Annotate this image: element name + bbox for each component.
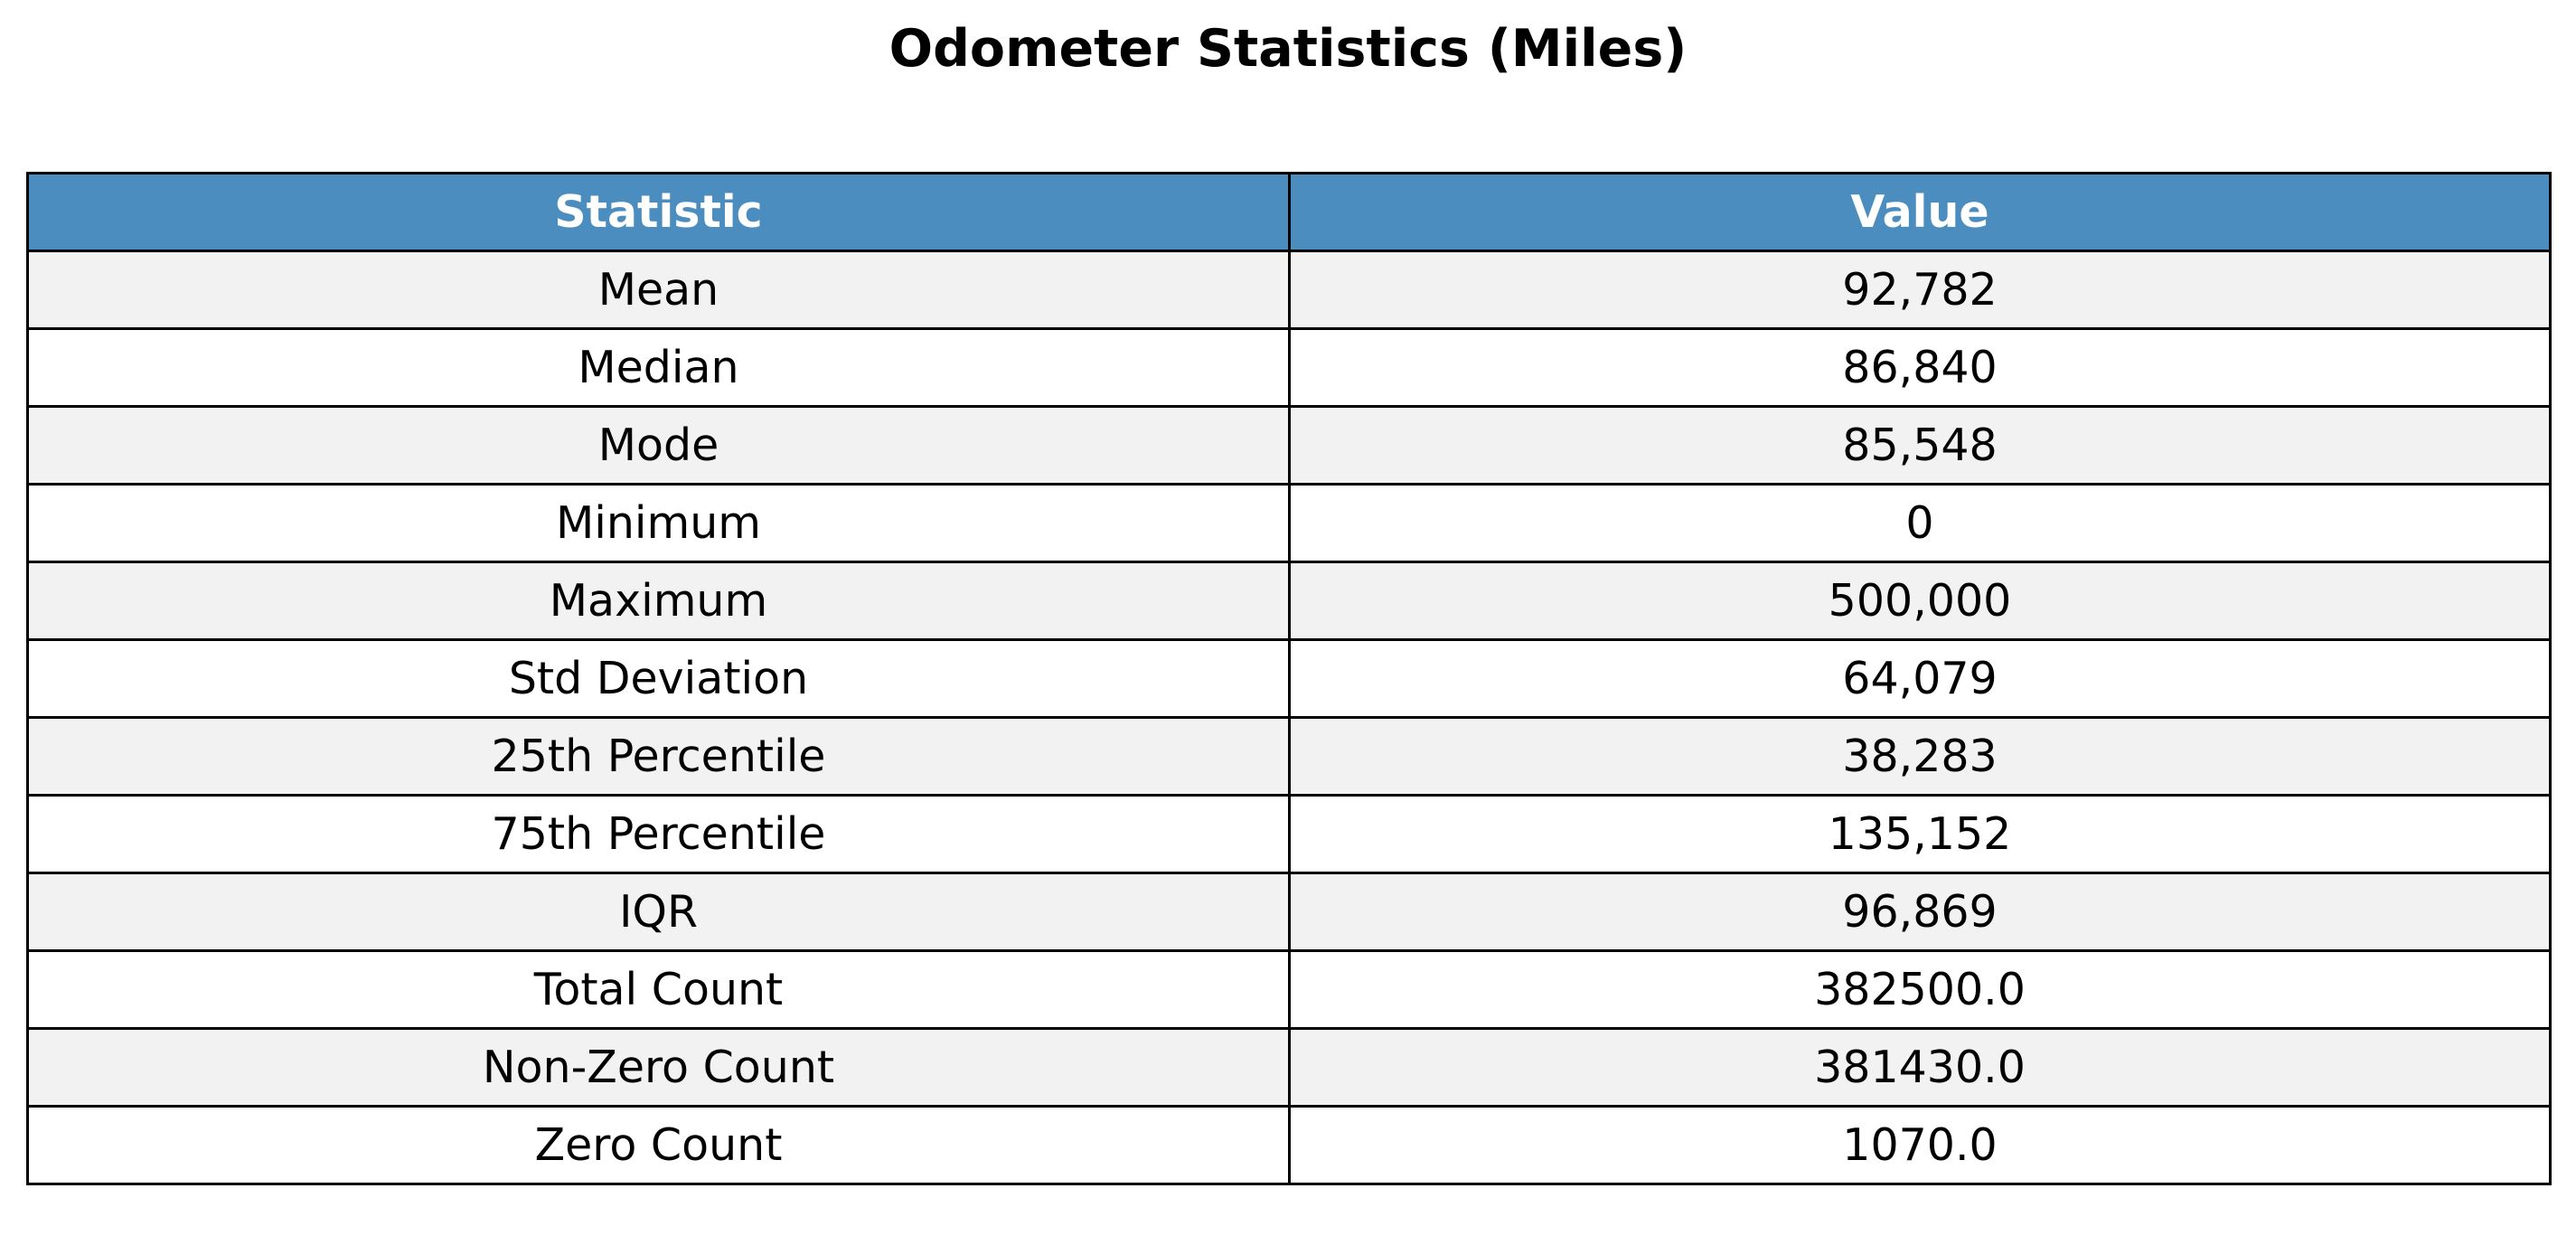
- statistic-cell: Maximum: [26, 561, 1291, 641]
- column-header-statistic: Statistic: [26, 172, 1291, 252]
- statistic-cell: Non-Zero Count: [26, 1027, 1291, 1108]
- value-cell: 85,548: [1288, 405, 2552, 486]
- value-cell: 38,283: [1288, 716, 2552, 797]
- column-header-value: Value: [1288, 172, 2552, 252]
- table-row: Total Count 382500.0: [26, 949, 2552, 1030]
- table-row: Non-Zero Count 381430.0: [26, 1027, 2552, 1108]
- value-cell: 500,000: [1288, 561, 2552, 641]
- value-cell: 64,079: [1288, 638, 2552, 719]
- table-body: Mean 92,782 Median 86,840 Mode 85,548 Minimum 0…: [26, 250, 2552, 1185]
- statistic-cell: Mean: [26, 250, 1291, 330]
- table-row: IQR 96,869: [26, 872, 2552, 952]
- table-header-row: Statistic Value: [26, 172, 2552, 252]
- statistics-table: Statistic Value Mean 92,782 Median 86,840 Mo…: [26, 172, 2552, 1185]
- value-cell: 0: [1288, 483, 2552, 563]
- value-cell: 1070.0: [1288, 1105, 2552, 1185]
- value-cell: 96,869: [1288, 872, 2552, 952]
- chart-title: Odometer Statistics (Miles): [888, 19, 1688, 79]
- table-row: Mode 85,548: [26, 405, 2552, 486]
- statistic-cell: Total Count: [26, 949, 1291, 1030]
- table-row: Median 86,840: [26, 327, 2552, 408]
- value-cell: 135,152: [1288, 794, 2552, 874]
- value-cell: 92,782: [1288, 250, 2552, 330]
- table-row: 25th Percentile 38,283: [26, 716, 2552, 797]
- statistic-cell: Minimum: [26, 483, 1291, 563]
- table-row: 75th Percentile 135,152: [26, 794, 2552, 874]
- statistic-cell: IQR: [26, 872, 1291, 952]
- statistic-cell: 75th Percentile: [26, 794, 1291, 874]
- statistic-cell: Mode: [26, 405, 1291, 486]
- value-cell: 381430.0: [1288, 1027, 2552, 1108]
- statistic-cell: 25th Percentile: [26, 716, 1291, 797]
- statistic-cell: Zero Count: [26, 1105, 1291, 1185]
- value-cell: 86,840: [1288, 327, 2552, 408]
- table-row: Maximum 500,000: [26, 561, 2552, 641]
- table-row: Zero Count 1070.0: [26, 1105, 2552, 1185]
- table-row: Minimum 0: [26, 483, 2552, 563]
- table-row: Mean 92,782: [26, 250, 2552, 330]
- table-row: Std Deviation 64,079: [26, 638, 2552, 719]
- value-cell: 382500.0: [1288, 949, 2552, 1030]
- statistic-cell: Std Deviation: [26, 638, 1291, 719]
- statistic-cell: Median: [26, 327, 1291, 408]
